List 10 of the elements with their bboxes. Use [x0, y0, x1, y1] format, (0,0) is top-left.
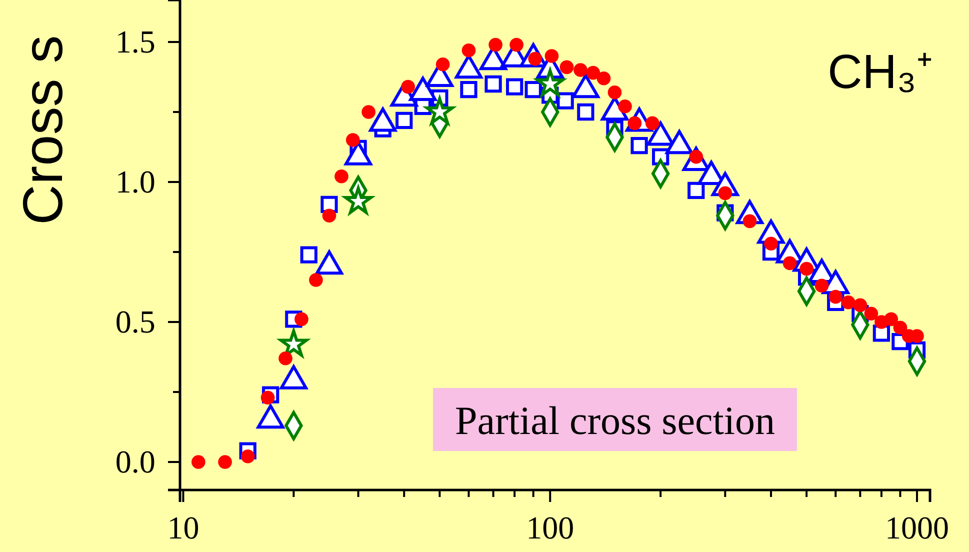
y-tick-label: 0.5: [115, 303, 156, 340]
y-axis-title: Cross s: [11, 35, 74, 225]
y-tick-label: 1.5: [115, 23, 156, 60]
y-tick-label: 0.0: [115, 443, 156, 480]
annotation: Partial cross section: [455, 398, 775, 443]
x-tick-label: 10: [167, 510, 200, 546]
x-tick-label: 100: [526, 510, 574, 546]
y-tick-label: 1.0: [115, 163, 156, 200]
x-tick-label: 1000: [885, 510, 949, 546]
annotation: CH₃⁺: [828, 46, 932, 99]
